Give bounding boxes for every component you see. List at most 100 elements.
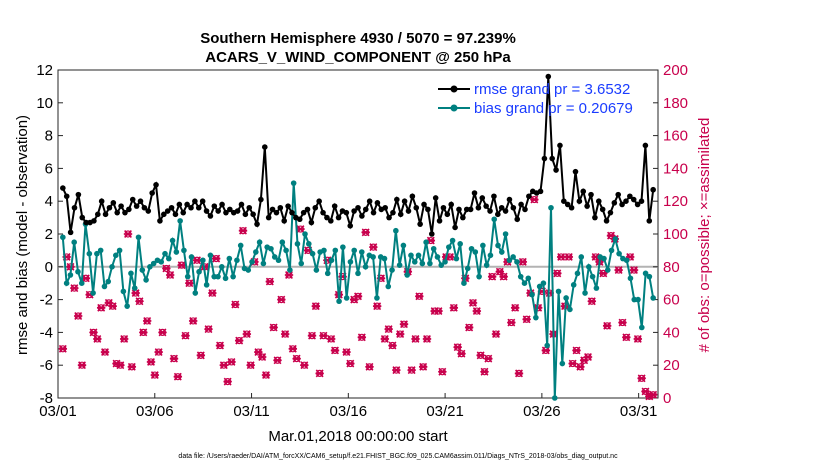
bias-point [86, 250, 93, 257]
chart-title-line2: ACARS_V_WIND_COMPONENT @ 250 hPa [205, 49, 511, 66]
rmse-point [265, 214, 272, 221]
bias-point [483, 262, 490, 268]
bias-point [555, 288, 562, 295]
obs-assimilated-marker [384, 325, 393, 334]
bias-point [207, 252, 214, 259]
bias-point [510, 254, 516, 260]
rmse-point [623, 198, 629, 204]
rmse-point [479, 195, 486, 201]
obs-assimilated-marker [242, 330, 252, 339]
rmse-point [564, 201, 571, 208]
rmse-point [63, 193, 70, 200]
rmse-point [227, 206, 233, 213]
y2-axis-label: # of obs: o=possible; ×=assimilated [696, 118, 713, 353]
obs-assimilated-marker [139, 328, 148, 337]
rmse-point [258, 196, 264, 203]
bias-point [438, 262, 445, 268]
legend-swatch-marker [450, 104, 458, 112]
rmse-point [634, 201, 641, 208]
obs-assimilated-marker [507, 318, 516, 327]
obs-assimilated-marker [135, 297, 144, 306]
obs-assimilated-marker [162, 264, 171, 273]
rmse-point [615, 191, 622, 198]
x-axis-label: Mar.01,2018 00:00:00 start [268, 428, 448, 445]
rmse-point [242, 211, 249, 218]
obs-assimilated-marker [637, 374, 646, 383]
rmse-point [164, 208, 171, 214]
rmse-point [98, 198, 105, 204]
rmse-point [180, 209, 187, 216]
rmse-point [246, 204, 253, 211]
rmse-point [545, 73, 552, 80]
obs-assimilated-marker [154, 348, 163, 357]
rmse-point [285, 203, 291, 209]
bias-point [131, 285, 138, 291]
obs-assimilated-marker [388, 341, 397, 350]
obs-assimilated-marker [480, 367, 489, 376]
obs-assimilated-marker [499, 272, 508, 281]
obs-assimilated-marker [491, 330, 501, 339]
obs-assimilated-marker [261, 371, 271, 380]
obs-assimilated-marker [280, 330, 290, 339]
bias-point [78, 280, 85, 287]
rmse-point [83, 219, 89, 226]
obs-assimilated-marker [353, 292, 363, 301]
bias-point [147, 264, 153, 270]
obs-assimilated-marker [204, 325, 213, 334]
bias-point [517, 273, 524, 280]
rmse-point [436, 218, 443, 224]
rmse-point [603, 218, 610, 224]
bias-point [589, 273, 596, 280]
obs-assimilated-marker [246, 361, 255, 370]
rmse-point [153, 182, 159, 188]
bias-point [218, 264, 225, 270]
bias-point [495, 242, 501, 249]
rmse-point [401, 198, 408, 204]
obs-assimilated-marker [219, 361, 229, 370]
rmse-point [444, 211, 451, 218]
obs-assimilated-marker [415, 292, 424, 301]
bias-point [601, 255, 607, 262]
bias-point [283, 247, 289, 254]
obs-assimilated-marker [330, 346, 340, 355]
rmse-point [475, 204, 482, 211]
rmse-point [67, 229, 74, 236]
obs-assimilated-marker [307, 331, 317, 340]
rmse-point [428, 231, 435, 237]
bias-point [188, 254, 195, 260]
obs-assimilated-marker [142, 316, 152, 325]
x-tick-label: 03/06 [136, 403, 174, 420]
bias-point [415, 252, 422, 259]
obs-assimilated-marker [89, 328, 98, 337]
legend-swatch-marker [450, 85, 458, 93]
bias-point [427, 260, 433, 267]
y2-tick-label: 120 [663, 193, 688, 210]
rmse-point [145, 208, 152, 214]
bias-point [97, 247, 104, 254]
bias-point [468, 245, 475, 252]
rmse-point [413, 204, 420, 211]
y2-tick-label: 140 [663, 160, 688, 177]
x-tick-label: 03/21 [426, 403, 464, 420]
bias-point [461, 280, 467, 287]
rmse-point [584, 203, 590, 209]
rmse-point [592, 214, 598, 221]
bias-point [169, 237, 176, 244]
bias-point [226, 255, 233, 262]
obs-assimilated-marker [234, 336, 244, 345]
obs-assimilated-marker [257, 353, 267, 361]
bias-point [309, 250, 316, 257]
rmse-point [168, 204, 175, 211]
y-tick-label: 2 [45, 226, 53, 243]
obs-assimilated-marker [342, 348, 351, 357]
bias-point [362, 264, 369, 270]
rmse-point [300, 209, 307, 216]
rmse-point [223, 209, 229, 216]
rmse-point [312, 204, 319, 211]
obs-assimilated-marker [357, 333, 367, 342]
bias-point [71, 239, 77, 245]
obs-assimilated-marker [181, 331, 190, 340]
bias-point [222, 275, 229, 282]
rmse-point [646, 218, 653, 224]
bias-point [586, 264, 592, 270]
